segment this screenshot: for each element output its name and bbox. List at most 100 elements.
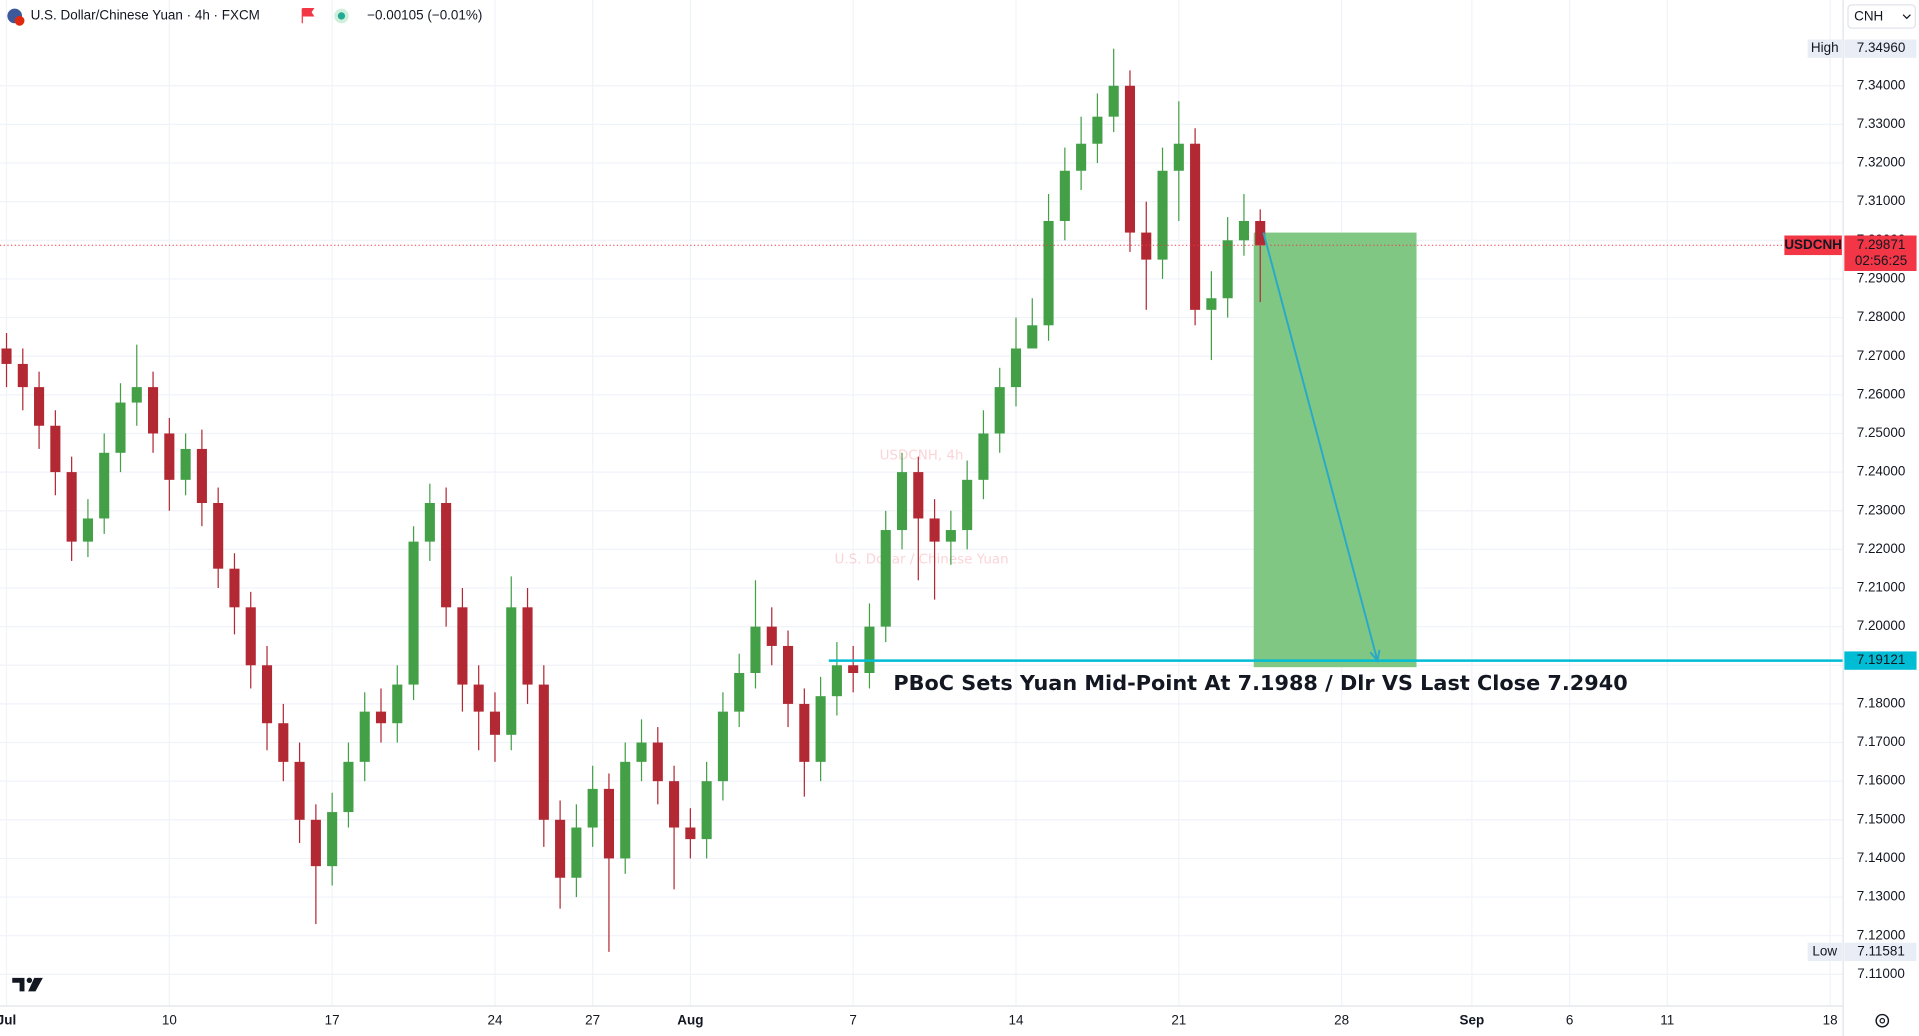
y-tick-label: 7.20000 xyxy=(1857,618,1906,633)
candle-body xyxy=(1157,170,1168,260)
candle-body xyxy=(685,827,696,840)
gear[interactable] xyxy=(1875,1013,1890,1028)
x-tick-label: 27 xyxy=(585,1012,600,1027)
y-tick-label: 7.17000 xyxy=(1857,734,1906,749)
candle-body xyxy=(327,812,338,867)
y-tick-label: 7.14000 xyxy=(1857,850,1906,865)
currency-button[interactable] xyxy=(1847,4,1916,29)
symbol-icon xyxy=(14,15,25,26)
marker-value: 7.34960 xyxy=(1857,40,1906,55)
candle-body xyxy=(34,387,45,426)
y-tick-label: 7.18000 xyxy=(1857,695,1906,710)
symbol-title: U.S. Dollar/Chinese Yuan · 4h · FXCM xyxy=(31,7,260,22)
gear[interactable] xyxy=(1879,1017,1886,1024)
countdown: 02:56:25 xyxy=(1855,253,1907,268)
candle-body xyxy=(457,607,468,685)
last-price-box xyxy=(1844,235,1917,271)
candle-body xyxy=(1010,348,1022,388)
candle-body xyxy=(441,503,452,608)
candle-body xyxy=(717,711,728,782)
y-tick-label: 7.11000 xyxy=(1857,966,1905,981)
candle-body xyxy=(831,665,842,697)
watermark: USDCNH, 4h xyxy=(880,448,964,463)
y-tick-label: 7.23000 xyxy=(1857,502,1906,517)
candle-body xyxy=(603,788,614,859)
y-tick-label: 7.13000 xyxy=(1857,889,1906,904)
y-tick-label: 7.26000 xyxy=(1857,386,1906,401)
candle-body xyxy=(701,781,712,840)
candle-body xyxy=(294,761,305,820)
x-tick-label: Jul xyxy=(0,1012,16,1027)
flag-icon[interactable] xyxy=(301,7,315,24)
y-tick-label: 7.31000 xyxy=(1857,193,1906,208)
y-tick-label: 7.22000 xyxy=(1857,541,1906,556)
candle-body xyxy=(473,684,484,712)
marker-name-box xyxy=(1807,942,1842,962)
candle-body xyxy=(669,781,680,828)
y-tick-label: 7.24000 xyxy=(1857,464,1906,479)
axes: 7.11000 7.12000 7.13000 7.14000 7.15000 7.160… xyxy=(0,77,1905,1027)
arrow-line xyxy=(1262,232,1379,661)
candle-body xyxy=(799,703,810,762)
x-tick-label: 6 xyxy=(1566,1012,1573,1027)
candle-body xyxy=(962,479,973,531)
candle-body xyxy=(734,672,745,712)
currency: CNH xyxy=(1854,9,1883,24)
candle-body xyxy=(555,819,566,878)
dropdown-icon xyxy=(1902,14,1911,20)
x-tick-label: 24 xyxy=(487,1012,502,1027)
candle-body xyxy=(17,363,28,388)
annotation: PBoC Sets Yuan Mid-Point At 7.1988 / Dlr… xyxy=(893,671,1627,695)
candle-body xyxy=(1027,325,1038,349)
candle-body xyxy=(506,607,517,735)
candle-body xyxy=(587,788,598,828)
last-price: 7.29871 xyxy=(1857,237,1906,252)
x-tick-label: 11 xyxy=(1660,1012,1674,1027)
plot-area: PBoC Sets Yuan Mid-Point At 7.1988 / Dlr… xyxy=(0,48,1844,952)
watermark-subtitle: U.S. Dollar / Chinese Yuan xyxy=(834,552,1008,567)
x-tick-label: 17 xyxy=(325,1012,340,1027)
candle-body xyxy=(1206,298,1217,310)
candle-body xyxy=(864,626,875,673)
candle-body xyxy=(978,433,989,480)
target-zone xyxy=(1253,232,1417,668)
candle-body xyxy=(880,530,891,627)
candle-body xyxy=(1,348,12,364)
candle-body xyxy=(278,723,289,762)
candle-body xyxy=(180,448,191,480)
symbol-tag-box xyxy=(1784,235,1842,256)
candle-body xyxy=(913,472,924,519)
x-tick-label: 21 xyxy=(1171,1012,1186,1027)
marker-value-box xyxy=(1844,942,1917,962)
settings-icon[interactable] xyxy=(1875,1013,1890,1028)
x-tick-label: Sep xyxy=(1460,1012,1485,1027)
candle-body xyxy=(213,503,224,569)
candle-body xyxy=(571,827,582,878)
candle-body xyxy=(538,684,549,820)
x-tick-label: 10 xyxy=(162,1012,177,1027)
candle-body xyxy=(815,696,826,762)
candle-body xyxy=(1222,240,1233,299)
candle-body xyxy=(50,425,61,473)
marker-value-box xyxy=(1844,39,1917,58)
candle-body xyxy=(66,472,77,542)
logo-part xyxy=(28,977,43,992)
y-tick-label: 7.32000 xyxy=(1857,155,1906,170)
y-tick-label: 7.34000 xyxy=(1857,77,1906,92)
candle-body xyxy=(848,665,859,673)
candle-body xyxy=(245,607,256,666)
candle-body xyxy=(1059,170,1070,221)
candle-body xyxy=(99,452,110,519)
candle-body xyxy=(343,761,354,813)
y-tick-label: 7.25000 xyxy=(1857,425,1906,440)
candle-body xyxy=(375,711,387,724)
candle-body xyxy=(1124,85,1136,233)
candle-body xyxy=(522,607,533,685)
candle-body xyxy=(994,387,1005,434)
candle-body xyxy=(1092,116,1103,144)
candle-body xyxy=(652,742,663,782)
header: U.S. Dollar/Chinese Yuan · 4h · FXCM −0.… xyxy=(7,4,1916,29)
candle-body xyxy=(636,742,647,762)
